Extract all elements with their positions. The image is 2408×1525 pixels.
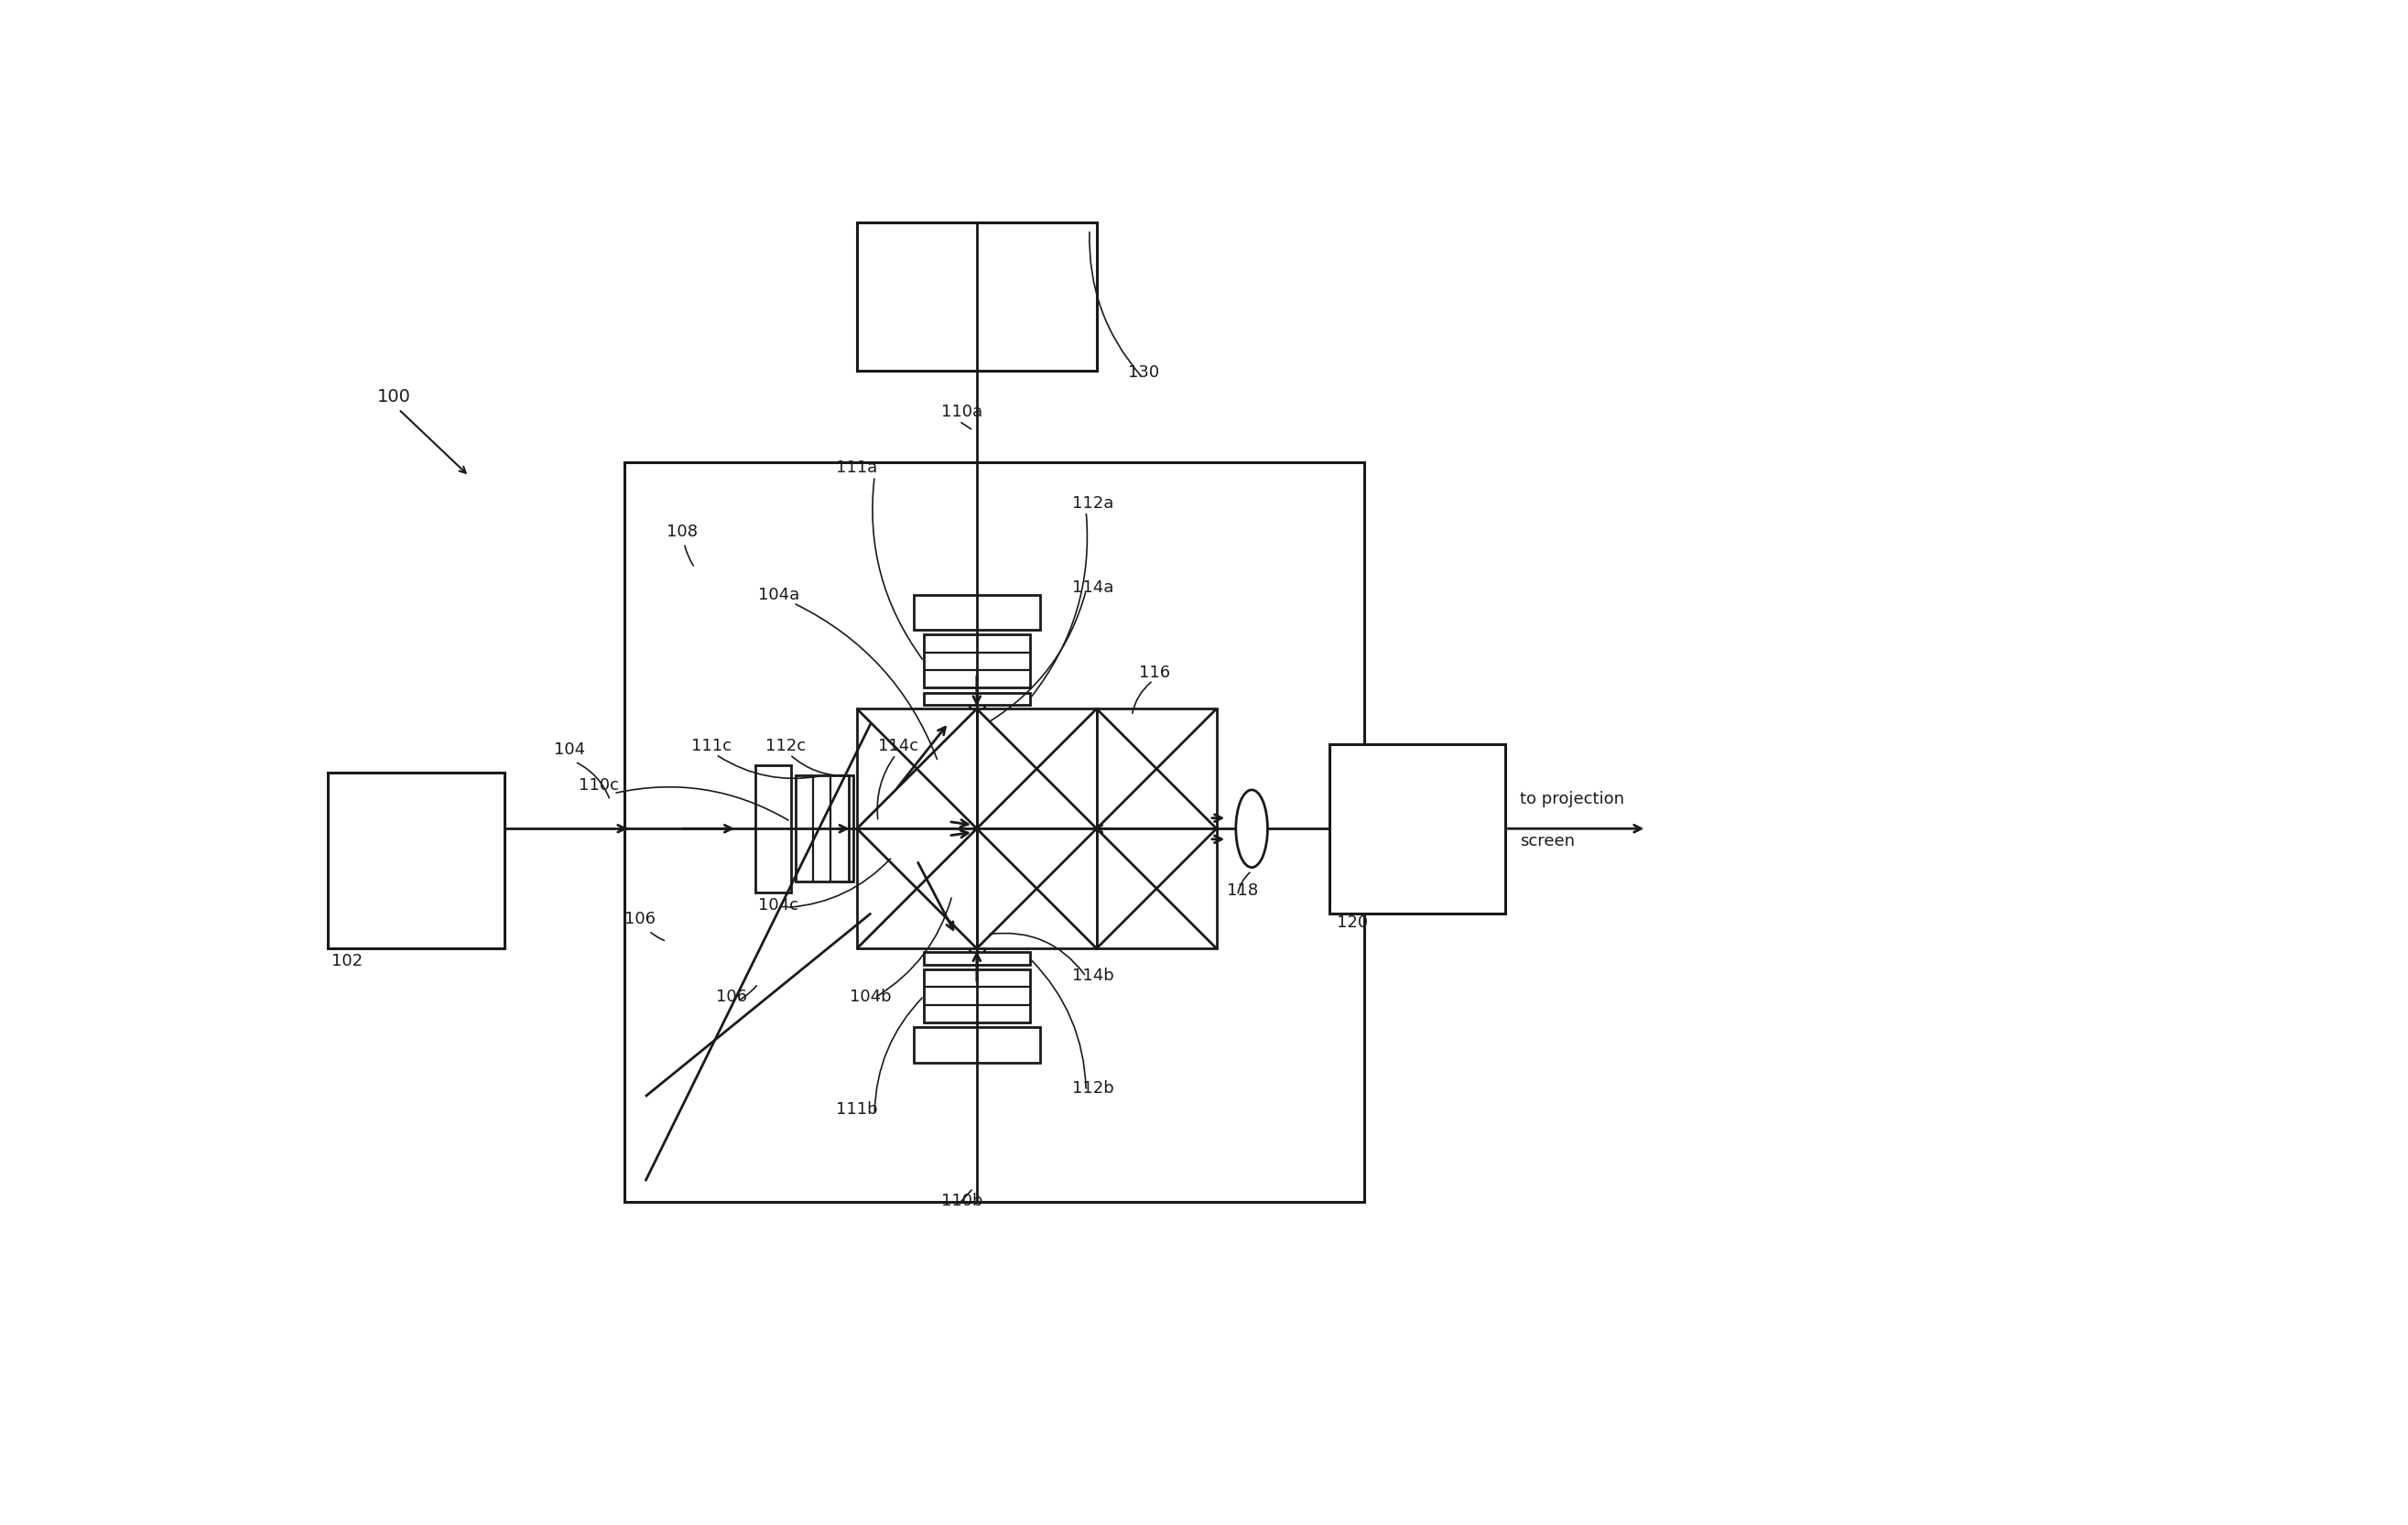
- Text: 111a: 111a: [836, 459, 877, 476]
- Text: 110c: 110c: [578, 776, 619, 793]
- Bar: [978, 709, 1096, 828]
- Text: 112a: 112a: [1072, 496, 1112, 511]
- Text: screen: screen: [1519, 833, 1575, 849]
- Bar: [795, 776, 848, 881]
- Bar: [925, 634, 1031, 688]
- Bar: [624, 462, 1365, 1202]
- Bar: [1096, 709, 1216, 828]
- Bar: [1329, 744, 1505, 913]
- Text: 118: 118: [1228, 883, 1259, 900]
- Bar: [913, 1028, 1040, 1063]
- Bar: [925, 970, 1031, 1022]
- Text: 102: 102: [332, 953, 364, 970]
- Text: 104b: 104b: [850, 988, 891, 1005]
- Text: 108: 108: [667, 523, 698, 540]
- Bar: [925, 692, 1031, 705]
- Text: 104: 104: [554, 741, 585, 758]
- Text: 112b: 112b: [1072, 1080, 1115, 1096]
- Text: 111b: 111b: [836, 1101, 877, 1118]
- Text: 116: 116: [1139, 663, 1170, 680]
- Text: 114a: 114a: [1072, 580, 1112, 596]
- Text: 104a: 104a: [759, 587, 799, 602]
- Bar: [840, 776, 852, 881]
- Text: 120: 120: [1336, 915, 1368, 930]
- Text: 114c: 114c: [879, 738, 917, 755]
- Bar: [756, 766, 790, 892]
- Text: 100: 100: [378, 389, 412, 406]
- Bar: [857, 828, 978, 949]
- Text: 110a: 110a: [942, 403, 982, 419]
- Text: 130: 130: [1129, 364, 1161, 381]
- Bar: [1096, 828, 1216, 949]
- Bar: [978, 828, 1096, 949]
- Text: 110b: 110b: [942, 1193, 982, 1209]
- Text: 112c: 112c: [766, 738, 807, 755]
- Bar: [857, 223, 1096, 371]
- Bar: [913, 595, 1040, 630]
- Text: 106: 106: [624, 910, 655, 927]
- Text: 111c: 111c: [691, 738, 732, 755]
- Ellipse shape: [1235, 790, 1267, 868]
- Bar: [925, 952, 1031, 965]
- Bar: [857, 709, 978, 828]
- Bar: [327, 772, 503, 949]
- Text: 104c: 104c: [759, 897, 799, 913]
- Text: to projection: to projection: [1519, 791, 1623, 807]
- Text: 106: 106: [715, 988, 746, 1005]
- Text: 114b: 114b: [1072, 967, 1115, 984]
